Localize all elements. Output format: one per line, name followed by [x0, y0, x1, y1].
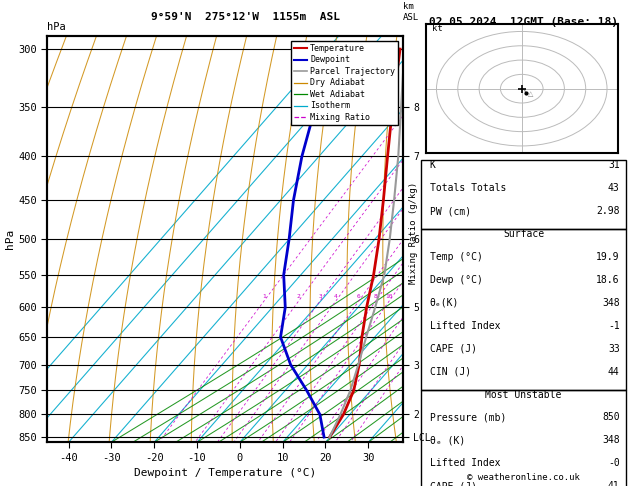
Text: θₑ(K): θₑ(K) — [430, 298, 459, 308]
Text: 41: 41 — [608, 481, 620, 486]
Text: △: △ — [528, 91, 533, 97]
Text: 10: 10 — [386, 294, 393, 299]
Text: PW (cm): PW (cm) — [430, 206, 470, 216]
Text: 2: 2 — [297, 294, 301, 299]
Text: Surface: Surface — [503, 229, 544, 239]
Text: Pressure (mb): Pressure (mb) — [430, 413, 506, 422]
Y-axis label: hPa: hPa — [5, 229, 15, 249]
Text: θₑ (K): θₑ (K) — [430, 435, 465, 445]
Text: 19.9: 19.9 — [596, 252, 620, 262]
Text: 348: 348 — [602, 298, 620, 308]
Text: Mixing Ratio (g/kg): Mixing Ratio (g/kg) — [409, 182, 418, 284]
Text: Temp (°C): Temp (°C) — [430, 252, 482, 262]
Text: -1: -1 — [608, 321, 620, 331]
Text: 1: 1 — [262, 294, 266, 299]
Text: Dewp (°C): Dewp (°C) — [430, 275, 482, 285]
Text: 6: 6 — [357, 294, 360, 299]
Text: 43: 43 — [608, 183, 620, 193]
Text: 348: 348 — [602, 435, 620, 445]
Bar — [421, 229, 626, 390]
Text: 9°59'N  275°12'W  1155m  ASL: 9°59'N 275°12'W 1155m ASL — [151, 12, 340, 22]
Text: 31: 31 — [608, 160, 620, 171]
Text: CAPE (J): CAPE (J) — [430, 481, 477, 486]
Text: Totals Totals: Totals Totals — [430, 183, 506, 193]
Text: Most Unstable: Most Unstable — [486, 390, 562, 399]
Text: 850: 850 — [602, 413, 620, 422]
Bar — [421, 160, 626, 229]
Text: CAPE (J): CAPE (J) — [430, 344, 477, 354]
Text: kt: kt — [432, 24, 443, 34]
Text: 44: 44 — [608, 366, 620, 377]
Text: CIN (J): CIN (J) — [430, 366, 470, 377]
Text: -0: -0 — [608, 458, 620, 469]
Text: Lifted Index: Lifted Index — [430, 321, 500, 331]
Text: 8: 8 — [374, 294, 377, 299]
Text: Lifted Index: Lifted Index — [430, 458, 500, 469]
Text: 4: 4 — [334, 294, 338, 299]
Legend: Temperature, Dewpoint, Parcel Trajectory, Dry Adiabat, Wet Adiabat, Isotherm, Mi: Temperature, Dewpoint, Parcel Trajectory… — [291, 41, 398, 125]
X-axis label: Dewpoint / Temperature (°C): Dewpoint / Temperature (°C) — [134, 468, 316, 478]
Text: 33: 33 — [608, 344, 620, 354]
Text: © weatheronline.co.uk: © weatheronline.co.uk — [467, 473, 580, 482]
Bar — [421, 390, 626, 486]
Text: 18.6: 18.6 — [596, 275, 620, 285]
Text: hPa: hPa — [47, 21, 66, 32]
Text: 02.05.2024  12GMT (Base: 18): 02.05.2024 12GMT (Base: 18) — [429, 17, 618, 27]
Text: 3: 3 — [318, 294, 322, 299]
Text: 2.98: 2.98 — [596, 206, 620, 216]
Text: K: K — [430, 160, 435, 171]
Text: km
ASL: km ASL — [403, 2, 420, 22]
